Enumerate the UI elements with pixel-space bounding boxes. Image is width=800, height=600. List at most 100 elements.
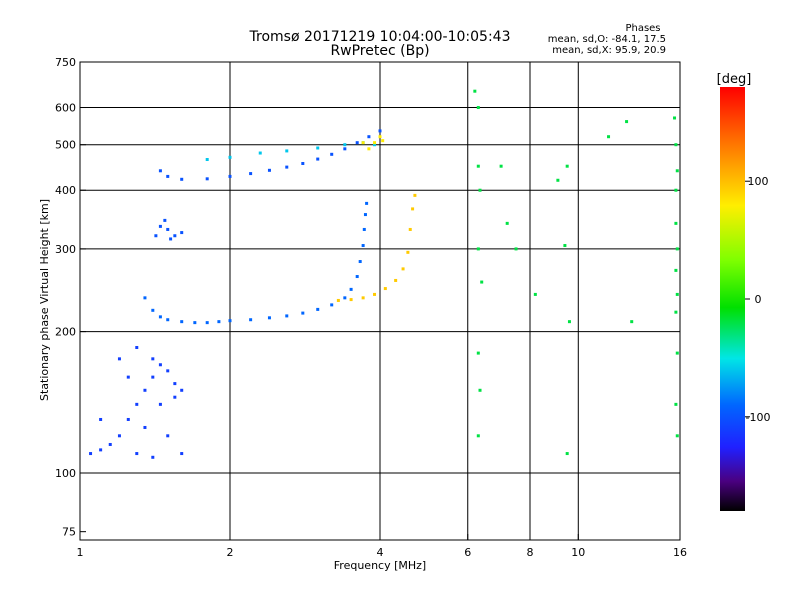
data-point [99, 417, 103, 421]
data-point [267, 316, 271, 320]
data-point [358, 260, 362, 264]
data-point [173, 234, 177, 238]
data-point [675, 247, 679, 251]
data-point [499, 164, 503, 168]
x-tick-label: 1 [77, 546, 84, 559]
data-point [330, 303, 334, 307]
data-point [675, 351, 679, 355]
colorbar-ticks: 100 0 -100 [745, 175, 770, 424]
data-point [158, 363, 162, 367]
data-point [166, 318, 170, 322]
data-point [180, 452, 184, 456]
data-point [674, 310, 678, 314]
data-point [556, 178, 560, 182]
data-point [301, 311, 305, 315]
data-point [378, 129, 382, 133]
data-point [343, 147, 347, 151]
data-point [316, 307, 320, 311]
data-point [151, 357, 155, 361]
data-point [565, 164, 569, 168]
y-tick-label: 200 [55, 326, 76, 339]
data-point [180, 231, 184, 235]
data-point [163, 218, 167, 222]
data-point [343, 143, 347, 147]
data-point [675, 292, 679, 296]
data-point [675, 434, 679, 438]
x-tick-label: 2 [227, 546, 234, 559]
data-point [567, 320, 571, 324]
chart-title: Tromsø 20171219 10:04:00-10:05:43 [249, 29, 511, 45]
data-point [205, 321, 209, 325]
chart-subtitle: RwPretec (Bp) [330, 43, 429, 59]
data-point [675, 169, 679, 173]
y-tick-label: 75 [62, 526, 76, 539]
data-point [563, 244, 567, 248]
data-point [355, 141, 359, 145]
data-point [607, 135, 611, 139]
data-point [674, 402, 678, 406]
data-point [193, 321, 197, 325]
data-point [166, 369, 170, 373]
data-point [89, 452, 93, 456]
data-point [143, 388, 147, 392]
data-point [228, 155, 232, 159]
colorbar-tick-label: 100 [748, 175, 769, 188]
x-axis-label: Frequency [MHz] [334, 559, 426, 572]
y-axis-label: Stationary phase Virtual Height [km] [38, 199, 51, 401]
data-point [478, 388, 482, 392]
colorbar-tick-label: -100 [746, 411, 771, 424]
data-point [180, 320, 184, 324]
colorbar-tick-label: 0 [755, 293, 762, 306]
data-point [316, 157, 320, 161]
data-point [533, 292, 537, 296]
data-point [330, 152, 334, 156]
data-point [143, 425, 147, 429]
data-point [476, 247, 480, 251]
data-point [363, 213, 367, 217]
data-point [316, 146, 320, 150]
data-point [135, 452, 139, 456]
data-point [373, 143, 377, 147]
y-tick-label: 300 [55, 243, 76, 256]
y-tick-label: 600 [55, 102, 76, 115]
data-point [249, 172, 253, 176]
stats-line-o: mean, sd,O: -84.1, 17.5 [548, 34, 666, 45]
data-point [674, 143, 678, 147]
data-point [135, 402, 139, 406]
data-point [143, 296, 147, 300]
data-point [126, 417, 130, 421]
data-point [349, 287, 353, 291]
y-tick-label: 400 [55, 184, 76, 197]
data-point [373, 292, 377, 296]
y-tick-label: 500 [55, 139, 76, 152]
data-point [166, 174, 170, 178]
data-point [151, 455, 155, 459]
data-point [336, 298, 340, 302]
y-tick-label: 750 [55, 56, 76, 69]
data-point [217, 320, 221, 324]
x-tick-label: 6 [464, 546, 471, 559]
data-point [362, 227, 366, 231]
data-point [166, 227, 170, 231]
data-point [361, 296, 365, 300]
data-point [367, 135, 371, 139]
colorbar [720, 87, 745, 511]
data-point [355, 275, 359, 279]
colorbar-label: [deg] [717, 72, 752, 87]
data-point [674, 268, 678, 272]
grid-lines [80, 62, 680, 540]
data-point [158, 315, 162, 319]
data-point [480, 280, 484, 284]
data-point [180, 388, 184, 392]
data-point [158, 169, 162, 173]
x-tick-label: 16 [673, 546, 687, 559]
data-point [267, 168, 271, 172]
data-point [476, 351, 480, 355]
x-tick-label: 4 [377, 546, 384, 559]
data-point [478, 188, 482, 192]
x-tick-label: 10 [571, 546, 585, 559]
data-point [406, 250, 410, 254]
data-point [565, 452, 569, 456]
data-point [169, 237, 173, 241]
data-point [228, 319, 232, 323]
